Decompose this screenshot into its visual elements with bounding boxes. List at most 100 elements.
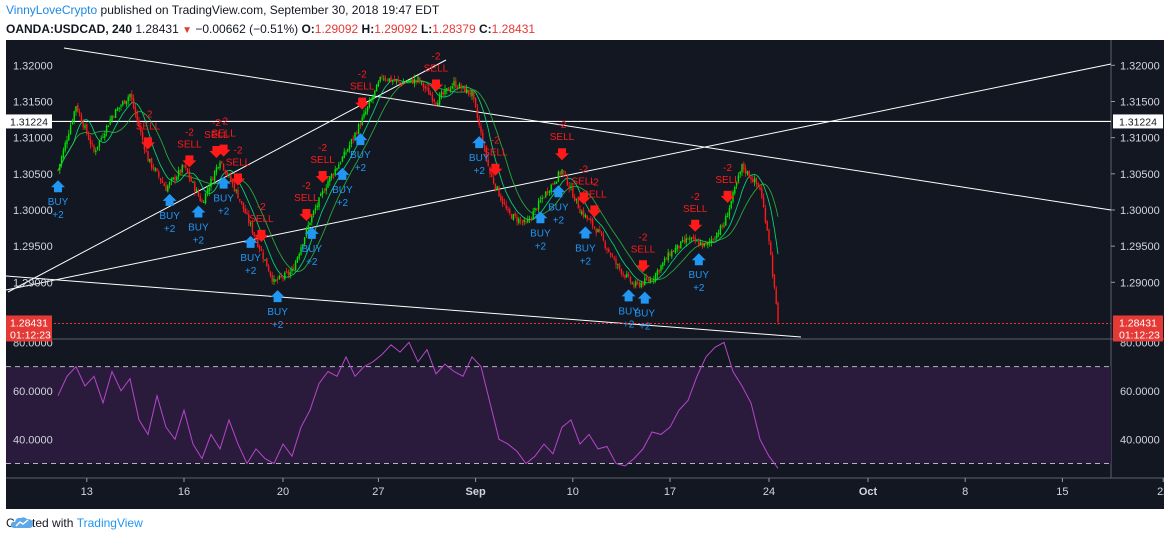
candle-body — [647, 279, 650, 282]
candle-body — [435, 102, 437, 105]
candle-body — [597, 229, 599, 233]
candle-body — [314, 208, 317, 211]
buy-arrow-icon — [551, 185, 566, 198]
candle-body — [185, 165, 187, 168]
candle-body — [327, 181, 329, 188]
buy-qty-label: +2 — [535, 241, 547, 252]
candle-body — [536, 208, 538, 210]
sell-label: SELL — [683, 204, 708, 215]
candle-body — [577, 199, 579, 209]
candle-body — [775, 288, 777, 304]
strategy-signals: -2SELL-2SELL-2SELL-2SELL-2SELL-2SELL-2SE… — [48, 51, 741, 332]
candle-body — [390, 76, 392, 82]
candle-body — [60, 156, 63, 165]
candle-body — [93, 145, 95, 152]
chart-canvas[interactable]: -2SELL-2SELL-2SELL-2SELL-2SELL-2SELL-2SE… — [6, 40, 1164, 509]
buy-qty-label: +2 — [355, 163, 367, 174]
candle-body — [519, 219, 522, 221]
buy-qty-label: +2 — [473, 166, 485, 177]
candle-body — [752, 179, 754, 183]
candle-body — [181, 165, 183, 173]
time-axis-label: 20 — [277, 486, 289, 498]
candle-body — [629, 277, 632, 283]
trendline — [6, 275, 802, 338]
symbol-legend: OANDA:USDCAD, 240 1.28431 ▼ −0.00662 (−0… — [6, 22, 535, 36]
candle-body — [411, 79, 414, 84]
candle-body — [539, 200, 542, 202]
buy-qty-label: +2 — [306, 257, 318, 268]
chart-area[interactable]: -2 SELL -2 SELL -2 SELL -2 SELL -2 SELL -2 SELL -2 SE… — [6, 40, 1164, 509]
high-value: 1.29092 — [374, 22, 418, 36]
candle-body — [80, 114, 83, 122]
candle-body — [474, 97, 477, 108]
sell-label: SELL — [631, 244, 656, 255]
candle-body — [433, 99, 435, 102]
candle-body — [163, 183, 165, 187]
candle-body — [255, 236, 257, 240]
candle-body — [267, 266, 270, 272]
candle-body — [509, 209, 511, 214]
time-axis-label: 17 — [664, 486, 676, 498]
buy-label: BUY — [548, 202, 569, 213]
candle-body — [431, 95, 434, 101]
tradingview-link[interactable]: TradingView — [76, 516, 143, 530]
candle-body — [131, 94, 133, 100]
candle-body — [368, 100, 371, 107]
candle-body — [105, 125, 108, 133]
candle-body — [109, 119, 111, 125]
sell-label: SELL — [204, 130, 229, 141]
candle-body — [723, 225, 725, 227]
author-link[interactable]: VinnyLoveCrypto — [6, 3, 98, 17]
candle-body — [104, 133, 106, 138]
candle-body — [275, 279, 277, 281]
candle-body — [678, 245, 680, 248]
open-value: 1.29092 — [314, 22, 359, 36]
candle-body — [199, 195, 201, 201]
candle-body — [114, 109, 117, 118]
candle-body — [341, 156, 344, 162]
buy-qty-label: +2 — [639, 322, 651, 333]
candle-body — [422, 82, 425, 88]
countdown-text: 01:12:23 — [1119, 329, 1160, 341]
candle-body — [370, 99, 372, 102]
candle-body — [743, 163, 745, 170]
candle-body — [91, 143, 93, 145]
sell-label: SELL — [550, 132, 575, 143]
buy-arrow-icon — [637, 291, 652, 304]
sell-arrow-icon — [315, 170, 330, 183]
candle-body — [87, 134, 90, 140]
candle-body — [221, 161, 223, 163]
sell-arrow-icon — [216, 144, 231, 157]
rsi-axis-label-left: 60.0000 — [13, 386, 53, 398]
candle-body — [442, 91, 444, 94]
buy-qty-label: +2 — [245, 266, 257, 277]
candle-body — [226, 172, 228, 176]
candle-body — [725, 215, 727, 226]
candle-body — [696, 240, 698, 242]
sell-arrow-icon — [231, 173, 245, 186]
candle-body — [309, 222, 311, 225]
candle-body — [694, 237, 696, 242]
close-value: 1.28431 — [491, 22, 536, 36]
candle-body — [359, 124, 362, 126]
candle-body — [62, 149, 65, 158]
candle-body — [761, 188, 763, 198]
buy-arrow-icon — [691, 253, 706, 266]
candle-body — [289, 272, 291, 276]
candle-body — [107, 125, 110, 127]
candle-body — [554, 182, 556, 184]
rsi-line-path — [57, 341, 779, 469]
candle-body — [518, 218, 520, 224]
candle-body — [179, 169, 182, 173]
candle-body — [377, 82, 380, 87]
candle-body — [492, 178, 495, 184]
candle-body — [361, 117, 363, 126]
sell-label: SELL — [350, 82, 375, 93]
candle-body — [118, 107, 120, 109]
buy-qty-label: +2 — [623, 319, 635, 330]
price-axis-label: 1.31000 — [1120, 133, 1160, 145]
candle-body — [656, 270, 659, 275]
candle-body — [251, 222, 254, 233]
candle-body — [420, 81, 423, 83]
candle-body — [624, 274, 626, 278]
